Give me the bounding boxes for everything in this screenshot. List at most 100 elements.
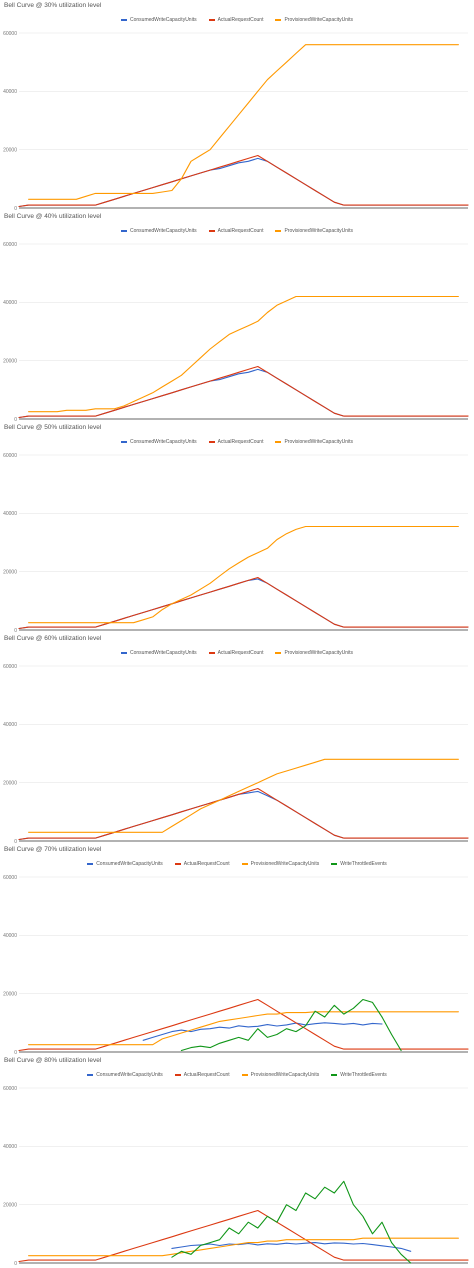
legend-label: ActualRequestCount xyxy=(217,17,264,23)
legend-label: WriteThrottledEvents xyxy=(340,861,387,867)
series-line-actualrequestcount[interactable] xyxy=(18,1209,469,1263)
chart-title: Bell Curve @ 80% utilization level xyxy=(4,1057,102,1064)
legend-swatch xyxy=(331,1073,338,1076)
legend-item[interactable]: ActualRequestCount xyxy=(174,1072,230,1078)
legend-item[interactable]: ConsumedWriteCapacityUnits xyxy=(87,861,163,867)
y-tick-label: 60000 xyxy=(3,31,17,37)
legend-label: ActualRequestCount xyxy=(217,650,264,656)
chart-plot: 0 20000 40000 60000 xyxy=(3,242,469,423)
series-line-actualrequestcount[interactable] xyxy=(18,154,469,208)
legend-item[interactable]: WriteThrottledEvents xyxy=(331,861,387,867)
legend-label: ProvisionedWriteCapacityUnits xyxy=(250,1072,320,1078)
y-tick-label: 40000 xyxy=(3,300,17,306)
legend-swatch xyxy=(275,18,282,21)
legend-label: ActualRequestCount xyxy=(217,439,264,445)
legend-swatch xyxy=(208,651,215,654)
legend-item[interactable]: ConsumedWriteCapacityUnits xyxy=(120,439,197,445)
legend-item[interactable]: ActualRequestCount xyxy=(208,228,264,234)
legend-item[interactable]: ConsumedWriteCapacityUnits xyxy=(120,228,197,234)
series-line-actualrequestcount[interactable] xyxy=(18,998,469,1052)
y-tick-label: 0 xyxy=(14,628,17,634)
legend-item[interactable]: ProvisionedWriteCapacityUnits xyxy=(275,17,353,23)
series-line-provisionedwritecapacityunits[interactable] xyxy=(28,525,459,624)
legend-label: ConsumedWriteCapacityUnits xyxy=(129,228,197,234)
legend-label: ProvisionedWriteCapacityUnits xyxy=(284,228,354,234)
chart-panel: Bell Curve @ 50% utilization level Consum… xyxy=(0,424,474,635)
chart-legend[interactable]: ConsumedWriteCapacityUnits ActualRequestC… xyxy=(0,1072,474,1078)
legend-item[interactable]: ProvisionedWriteCapacityUnits xyxy=(241,861,319,867)
series-line-writethrottledevents[interactable] xyxy=(381,1016,402,1052)
legend-item[interactable]: ConsumedWriteCapacityUnits xyxy=(120,650,197,656)
legend-swatch xyxy=(241,1073,248,1076)
chart-plot: 0 20000 40000 60000 xyxy=(3,453,469,634)
y-tick-label: 40000 xyxy=(3,511,17,517)
y-tick-label: 0 xyxy=(14,1050,17,1056)
legend-label: WriteThrottledEvents xyxy=(340,1072,387,1078)
y-tick-label: 20000 xyxy=(3,147,17,153)
chart-panel: Bell Curve @ 80% utilization level Consum… xyxy=(0,1057,474,1268)
legend-item[interactable]: ActualRequestCount xyxy=(174,861,230,867)
legend-swatch xyxy=(174,862,181,865)
legend-label: ConsumedWriteCapacityUnits xyxy=(129,650,197,656)
legend-item[interactable]: ConsumedWriteCapacityUnits xyxy=(87,1072,163,1078)
legend-item[interactable]: WriteThrottledEvents xyxy=(331,1072,387,1078)
legend-label: ConsumedWriteCapacityUnits xyxy=(129,17,197,23)
series-line-writethrottledevents[interactable] xyxy=(171,1180,412,1264)
y-tick-label: 60000 xyxy=(3,242,17,248)
legend-swatch xyxy=(208,440,215,443)
chart-legend[interactable]: ConsumedWriteCapacityUnits ActualRequestC… xyxy=(0,439,474,445)
legend-label: ActualRequestCount xyxy=(183,861,230,867)
series-line-provisionedwritecapacityunits[interactable] xyxy=(28,1011,459,1046)
chart-plot: 0 20000 40000 60000 xyxy=(3,875,469,1056)
y-tick-label: 0 xyxy=(14,1261,17,1267)
series-line-consumedwritecapacityunits[interactable] xyxy=(18,578,469,630)
chart-title: Bell Curve @ 30% utilization level xyxy=(4,2,102,9)
y-tick-label: 40000 xyxy=(3,933,17,939)
legend-item[interactable]: ActualRequestCount xyxy=(208,17,264,23)
legend-swatch xyxy=(120,229,127,232)
chart-legend[interactable]: ConsumedWriteCapacityUnits ActualRequestC… xyxy=(0,228,474,234)
legend-swatch xyxy=(208,229,215,232)
chart-legend[interactable]: ConsumedWriteCapacityUnits ActualRequestC… xyxy=(0,861,474,867)
legend-item[interactable]: ProvisionedWriteCapacityUnits xyxy=(241,1072,320,1078)
series-line-consumedwritecapacityunits[interactable] xyxy=(171,1242,412,1252)
y-tick-label: 60000 xyxy=(3,664,17,670)
y-tick-label: 60000 xyxy=(3,453,17,459)
legend-item[interactable]: ProvisionedWriteCapacityUnits xyxy=(275,228,353,234)
y-tick-label: 20000 xyxy=(3,569,17,575)
legend-swatch xyxy=(208,18,215,21)
legend-label: ProvisionedWriteCapacityUnits xyxy=(284,439,354,445)
series-line-writethrottledevents[interactable] xyxy=(180,998,383,1052)
y-tick-label: 40000 xyxy=(3,722,17,728)
legend-swatch xyxy=(275,229,282,232)
legend-item[interactable]: ActualRequestCount xyxy=(208,650,264,656)
chart-plot: 0 20000 40000 60000 xyxy=(3,664,469,845)
series-line-actualrequestcount[interactable] xyxy=(18,365,469,419)
series-line-provisionedwritecapacityunits[interactable] xyxy=(28,1237,459,1257)
legend-swatch xyxy=(87,862,94,865)
series-line-provisionedwritecapacityunits[interactable] xyxy=(28,758,459,833)
legend-swatch xyxy=(120,440,127,443)
series-line-provisionedwritecapacityunits[interactable] xyxy=(28,44,459,200)
chart-legend[interactable]: ConsumedWriteCapacityUnits ActualRequestC… xyxy=(0,650,474,656)
legend-item[interactable]: ConsumedWriteCapacityUnits xyxy=(120,17,197,23)
legend-label: ConsumedWriteCapacityUnits xyxy=(96,1072,163,1078)
chart-legend[interactable]: ConsumedWriteCapacityUnits ActualRequestC… xyxy=(0,17,474,23)
chart-title: Bell Curve @ 60% utilization level xyxy=(4,635,102,642)
legend-item[interactable]: ProvisionedWriteCapacityUnits xyxy=(275,439,353,445)
series-line-provisionedwritecapacityunits[interactable] xyxy=(28,295,459,413)
series-line-actualrequestcount[interactable] xyxy=(18,576,469,630)
legend-item[interactable]: ProvisionedWriteCapacityUnits xyxy=(275,650,353,656)
legend-label: ActualRequestCount xyxy=(217,228,264,234)
legend-swatch xyxy=(120,651,127,654)
legend-label: ProvisionedWriteCapacityUnits xyxy=(284,650,354,656)
series-line-consumedwritecapacityunits[interactable] xyxy=(142,1022,383,1041)
y-tick-label: 0 xyxy=(14,839,17,845)
series-line-actualrequestcount[interactable] xyxy=(18,787,469,841)
legend-item[interactable]: ActualRequestCount xyxy=(208,439,264,445)
series-line-consumedwritecapacityunits[interactable] xyxy=(18,157,469,208)
legend-swatch xyxy=(174,1073,181,1076)
chart-panel: Bell Curve @ 40% utilization level Consum… xyxy=(0,213,474,424)
chart-title: Bell Curve @ 40% utilization level xyxy=(4,213,102,220)
